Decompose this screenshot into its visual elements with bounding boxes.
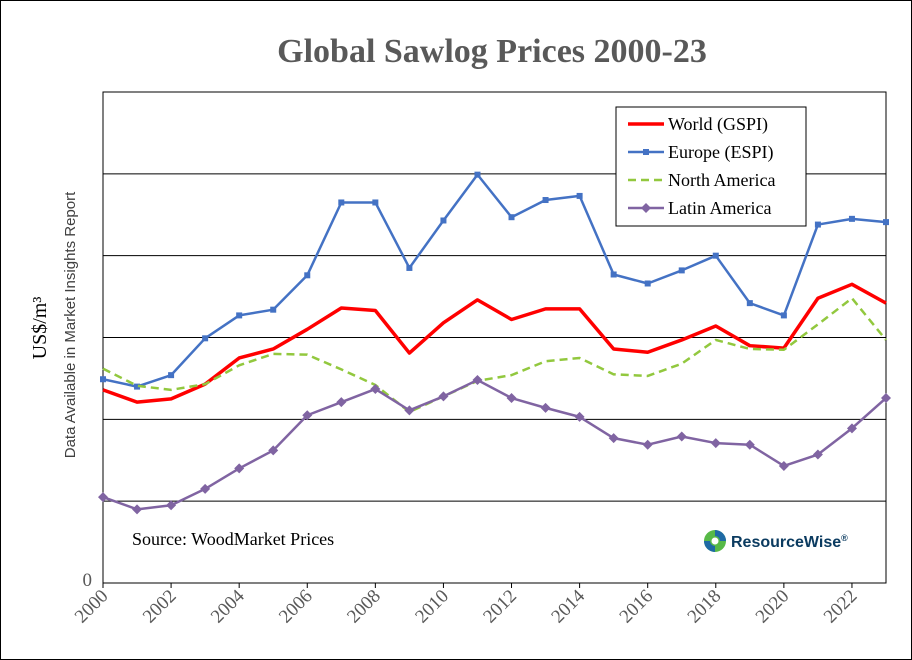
y-axis-note: Data Available in Market Insights Report <box>62 191 79 458</box>
data-point-europe-espi-2020 <box>780 312 787 319</box>
data-point-europe-espi-2012 <box>508 214 515 221</box>
data-point-latin-america-2002 <box>166 500 177 511</box>
data-point-latin-america-2004 <box>234 463 245 474</box>
y-tick-label-0: 0 <box>83 570 93 591</box>
series-line-europe-espi <box>102 173 887 388</box>
legend: World (GSPI) Europe (ESPI) North America La… <box>615 106 807 227</box>
data-point-europe-espi-2018 <box>712 252 719 259</box>
data-point-latin-america-2015 <box>608 433 619 444</box>
plot-area <box>102 91 887 584</box>
data-point-latin-america-2009 <box>404 405 415 416</box>
data-point-europe-espi-2015 <box>610 271 617 278</box>
data-point-latin-america-2003 <box>200 483 211 494</box>
data-point-latin-america-2018 <box>710 438 721 449</box>
data-point-latin-america-2007 <box>336 397 347 408</box>
data-point-europe-espi-2010 <box>440 217 447 224</box>
data-point-europe-espi-2019 <box>746 300 753 307</box>
data-point-europe-espi-2022 <box>848 215 855 222</box>
data-point-europe-espi-2013 <box>542 197 549 204</box>
x-tick-label-2010: 2010 <box>411 586 453 628</box>
data-point-latin-america-2017 <box>676 431 687 442</box>
data-point-latin-america-2022 <box>846 423 857 434</box>
x-axis-tick-labels: 2000 2002 2004 2006 2008 2010 2012 2014 2016 2018… <box>71 583 862 628</box>
data-point-latin-america-2000 <box>98 492 108 503</box>
data-point-europe-espi-2005 <box>270 306 277 313</box>
y-axis-label: US$/m³ <box>29 297 51 360</box>
data-point-latin-america-2013 <box>540 402 551 413</box>
data-point-latin-america-2008 <box>370 384 381 395</box>
data-point-europe-espi-2008 <box>372 199 379 206</box>
data-point-latin-america-2001 <box>132 504 143 515</box>
resourcewise-logo: ResourceWise® <box>704 530 848 552</box>
data-point-europe-espi-2017 <box>678 267 685 274</box>
data-point-europe-espi-2002 <box>168 372 175 379</box>
data-point-europe-espi-2001 <box>134 383 141 390</box>
series-line-world-gspi <box>102 282 887 404</box>
series-line-latin-america <box>102 378 887 511</box>
x-tick-label-2006: 2006 <box>275 586 317 628</box>
data-point-latin-america-2006 <box>302 410 313 421</box>
data-point-latin-america-2021 <box>812 449 823 460</box>
series-lines <box>98 171 891 515</box>
data-point-europe-espi-2006 <box>304 272 311 279</box>
legend-marker <box>641 203 651 213</box>
x-tick-label-2000: 2000 <box>71 586 113 628</box>
x-tick-label-2014: 2014 <box>547 585 589 627</box>
data-point-europe-espi-2014 <box>576 192 583 199</box>
data-point-latin-america-2023 <box>881 393 891 404</box>
data-point-europe-espi-2021 <box>814 221 821 228</box>
y-axis-label-text: US$/m³ <box>29 297 51 360</box>
x-tick-label-2020: 2020 <box>752 586 794 628</box>
data-point-latin-america-2014 <box>574 411 585 422</box>
data-point-europe-espi-2009 <box>406 264 413 271</box>
data-point-latin-america-2020 <box>778 460 789 471</box>
x-tick-label-2002: 2002 <box>139 586 181 628</box>
legend-label-europe-espi: Europe (ESPI) <box>668 142 773 163</box>
x-tick-label-2018: 2018 <box>684 586 726 628</box>
data-point-europe-espi-2011 <box>474 171 481 178</box>
data-point-europe-espi-2023 <box>883 219 889 226</box>
series-line-north-america <box>102 296 887 414</box>
x-tick-label-2012: 2012 <box>479 586 521 628</box>
data-point-europe-espi-2000 <box>100 376 106 383</box>
resourcewise-logo-mark-icon <box>704 530 726 552</box>
legend-label-north-america: North America <box>668 170 775 190</box>
data-point-latin-america-2005 <box>268 445 279 456</box>
data-point-europe-espi-2016 <box>644 280 651 287</box>
legend-label-world-gspi: World (GSPI) <box>668 114 768 135</box>
chart-title: Global Sawlog Prices 2000-23 <box>277 33 707 70</box>
data-point-latin-america-2011 <box>472 375 483 386</box>
source-annotation: Source: WoodMarket Prices <box>132 529 334 549</box>
data-point-europe-espi-2007 <box>338 199 345 206</box>
legend-label-latin-america: Latin America <box>668 198 771 218</box>
data-point-latin-america-2016 <box>642 439 653 450</box>
data-point-europe-espi-2003 <box>202 335 209 342</box>
data-point-latin-america-2010 <box>438 391 449 402</box>
data-point-latin-america-2012 <box>506 393 517 404</box>
x-tick-label-2016: 2016 <box>616 586 658 628</box>
data-point-latin-america-2019 <box>744 439 755 450</box>
x-tick-label-2004: 2004 <box>207 585 249 627</box>
legend-marker <box>643 149 649 155</box>
x-tick-label-2022: 2022 <box>820 586 862 628</box>
resourcewise-logo-text: ResourceWise® <box>731 533 848 551</box>
x-tick-label-2008: 2008 <box>343 586 385 628</box>
data-point-europe-espi-2004 <box>236 312 243 319</box>
